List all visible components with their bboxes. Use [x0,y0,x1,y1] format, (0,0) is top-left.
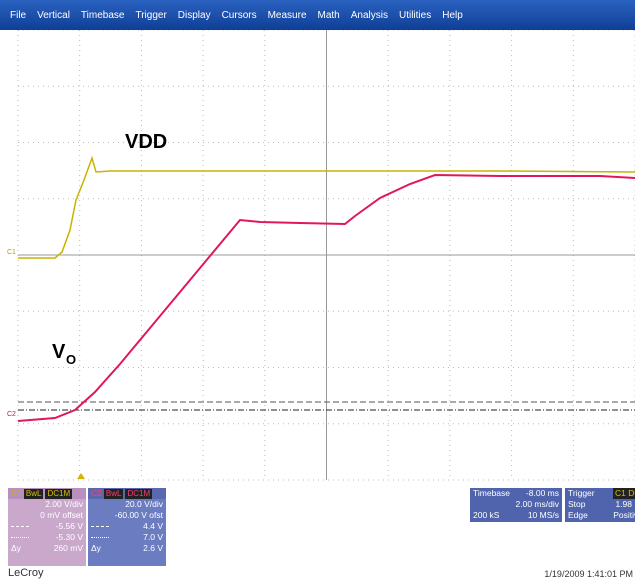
value: -5.30 V [55,532,83,542]
value: -8.00 ms [525,488,559,498]
value: 2.00 V/div [45,499,83,509]
trigger-panel[interactable]: Trigger C1 DC Stop 1.98 Edge Positive [565,488,635,522]
menu-item[interactable]: Help [442,9,463,21]
title: Trigger [568,488,595,498]
menu-item[interactable]: Utilities [398,9,432,21]
c2-panel[interactable]: C2 BwL DC1M 20.0 V/div -60.00 V ofst 4.4 V… [88,488,166,566]
vo-trace [17,173,635,422]
menu-item[interactable]: Timebase [80,9,125,21]
title: Timebase [473,488,511,498]
value: 10 MS/s [527,510,559,520]
channel-marker: C2 [7,411,16,418]
value: 20.0 V/div [125,499,163,509]
menu-item[interactable]: Trigger [135,9,167,21]
value: 0 mV offset [40,510,83,520]
c1-panel[interactable]: C1 BwL DC1M 2.00 V/div 0 mV offset -5.56 V… [8,488,86,566]
badge: DC1M [125,489,153,499]
grid [17,30,635,481]
value: 1.98 [615,499,632,509]
trace-label: O [66,352,76,367]
value: -60.00 V ofst [114,510,163,520]
vdd-trace [18,155,635,259]
badge: BwL [103,489,124,499]
value: 200 kS [473,510,500,520]
menu-item[interactable]: Cursors [221,9,257,21]
brand: LeCroy [8,567,44,579]
value: 2.6 V [143,543,163,553]
trigger-marker [77,473,85,479]
menu-bar: File Vertical Timebase Trigger Display Cursor… [0,0,635,30]
label: Δy [91,543,101,553]
label: Δy [11,543,21,553]
menu-item[interactable]: Display [177,9,211,21]
value: Edge [568,510,588,520]
menu-item[interactable]: File [10,9,27,21]
trace-label: VDD [125,131,167,153]
value: 260 mV [53,543,83,553]
badge: C1 DC [613,488,635,499]
plot: VDD V O C1 C2 [7,30,635,481]
badge: BwL [23,489,44,499]
menu-item[interactable]: Math [317,9,340,21]
timebase-panel[interactable]: Timebase -8.00 ms 2.00 ms/div 200 kS 10 MS… [470,488,562,522]
menu-item[interactable]: Vertical [37,9,70,21]
trace-label: V [52,341,66,363]
timestamp: 1/19/2009 1:41:01 PM [544,569,633,579]
value: Stop [568,499,586,509]
value: 2.00 ms/div [515,499,559,509]
channel: C1 [11,488,22,498]
channel: C2 [91,488,102,498]
value: 4.4 V [143,521,163,531]
channel-marker: C1 [7,249,16,256]
badge: DC1M [45,489,73,499]
menu-item[interactable]: Measure [267,9,307,21]
menu-item[interactable]: Analysis [350,9,388,21]
value: 7.0 V [143,532,163,542]
value: -5.56 V [55,521,83,531]
value: Positive [613,510,635,520]
